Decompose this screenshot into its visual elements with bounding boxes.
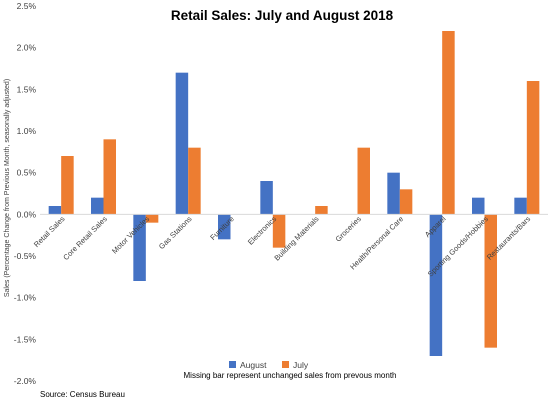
y-tick-label: -2.0% bbox=[14, 376, 37, 386]
bar-july bbox=[526, 81, 540, 215]
legend-swatch-july bbox=[282, 361, 289, 368]
bar-august bbox=[260, 181, 273, 215]
bar-july bbox=[315, 206, 328, 215]
bar-july bbox=[357, 147, 370, 215]
y-tick-label: -0.5% bbox=[14, 251, 37, 261]
bar-july bbox=[484, 214, 497, 348]
y-tick-label: 2.5% bbox=[17, 1, 37, 11]
y-tick-label: 0.5% bbox=[17, 168, 37, 178]
category-label: Retail Sales bbox=[32, 214, 67, 249]
bar-july bbox=[399, 189, 413, 215]
category-label: Gas Stations bbox=[157, 214, 194, 251]
y-tick-label: 2.0% bbox=[17, 43, 37, 53]
legend: August July bbox=[229, 360, 309, 370]
bar-july bbox=[272, 214, 286, 248]
bar-august bbox=[91, 197, 104, 215]
bar-august bbox=[472, 197, 485, 215]
bars-group bbox=[48, 31, 540, 356]
bar-july bbox=[61, 156, 74, 215]
source-label: Source: Census Bureau bbox=[40, 390, 125, 399]
legend-swatch-august bbox=[229, 361, 236, 368]
y-tick-label: 1.5% bbox=[17, 84, 37, 94]
bar-august bbox=[514, 197, 527, 215]
legend-label-august: August bbox=[240, 360, 267, 370]
bar-august bbox=[175, 72, 189, 215]
bar-august bbox=[387, 172, 400, 215]
bar-july bbox=[188, 147, 201, 215]
bar-august bbox=[218, 214, 231, 240]
bar-july bbox=[145, 214, 159, 223]
bar-august bbox=[133, 214, 146, 281]
chart-title: Retail Sales: July and August 2018 bbox=[171, 8, 394, 23]
y-tick-label: 1.0% bbox=[17, 126, 37, 136]
bar-july bbox=[442, 31, 455, 215]
y-axis-label: Sales (Percentage Change from Previous M… bbox=[4, 79, 11, 297]
y-tick-label: -1.5% bbox=[14, 334, 37, 344]
y-tick-label: -1.0% bbox=[14, 293, 37, 303]
bar-july bbox=[103, 139, 116, 215]
bar-august bbox=[48, 206, 62, 215]
category-label: Groceries bbox=[334, 214, 364, 244]
chart-note: Missing bar represent unchanged sales fr… bbox=[184, 371, 397, 380]
y-tick-label: 0.0% bbox=[17, 209, 37, 219]
y-axis-ticks: -2.0% -1.5% -1.0% -0.5% 0.0% 0.5% 1.0% 1.5% 2.0%… bbox=[14, 1, 37, 386]
bar-august bbox=[429, 214, 443, 356]
category-label: Core Retail Sales bbox=[61, 214, 109, 262]
legend-label-july: July bbox=[293, 360, 309, 370]
